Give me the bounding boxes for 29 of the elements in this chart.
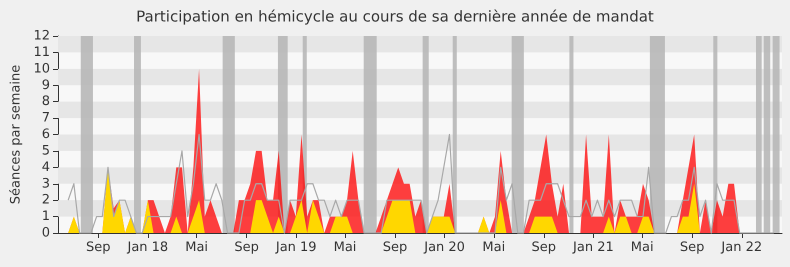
x-tick-label: Mai (630, 240, 654, 255)
y-tick-label: 6 (42, 127, 50, 142)
x-tick-label: Mai (185, 240, 208, 255)
x-tick-label: Jan 21 (572, 240, 614, 255)
y-tick-label: 2 (42, 192, 50, 208)
y-tick-label: 9 (42, 78, 50, 93)
x-tick-label: Sep (86, 240, 111, 255)
x-tick-label: Sep (382, 240, 408, 255)
x-tick-label: Mai (334, 240, 356, 255)
y-tick-label: 7 (42, 110, 50, 126)
y-tick-label: 10 (33, 61, 50, 76)
x-tick-label: Sep (680, 240, 704, 255)
y-tick-label: 1 (42, 209, 50, 224)
x-tick-label: Sep (532, 240, 556, 255)
y-axis-title: Séances par semaine (8, 64, 24, 204)
x-tick-label: Jan 20 (423, 240, 465, 255)
y-tick-label: 3 (42, 176, 50, 192)
y-tick-label: 0 (42, 226, 50, 240)
y-tick-label: 4 (42, 160, 50, 175)
x-tick-label: Mai (482, 240, 506, 255)
x-tick-label: Jan 18 (126, 240, 168, 255)
x-tick-label: Jan 19 (274, 240, 317, 255)
x-tick-label: Sep (234, 240, 259, 255)
y-tick-label: 8 (42, 94, 50, 110)
x-tick-label: Jan 22 (720, 240, 762, 255)
y-tick-label: 11 (33, 44, 50, 60)
y-tick-label: 12 (33, 28, 50, 44)
y-tick-label: 5 (42, 143, 50, 158)
chart-title: Participation en hémicycle au cours de sa dernière année de mandat (136, 8, 654, 26)
